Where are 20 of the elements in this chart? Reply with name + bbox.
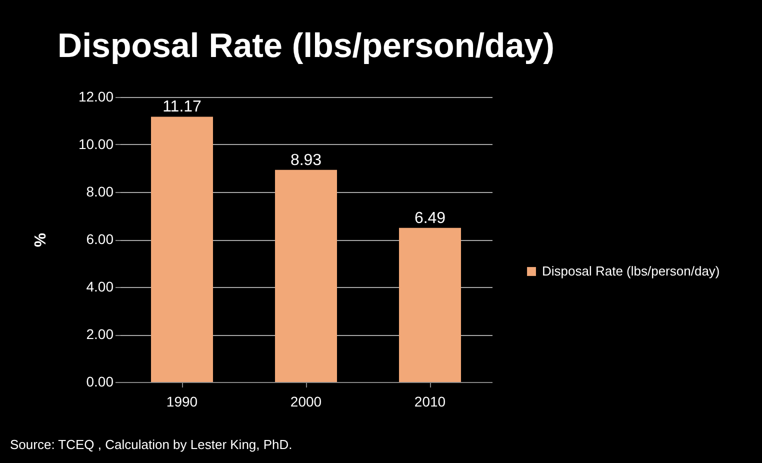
x-tick-label: 2000 bbox=[290, 394, 322, 410]
bar bbox=[399, 228, 461, 382]
y-axis-title: % bbox=[32, 232, 50, 248]
chart-title: Disposal Rate (lbs/person/day) bbox=[58, 27, 554, 65]
data-label: 11.17 bbox=[162, 98, 202, 116]
y-tick-label: 8.00 bbox=[86, 184, 114, 200]
bar bbox=[151, 116, 213, 382]
y-tick-label: 12.00 bbox=[78, 88, 114, 104]
y-tick-label: 2.00 bbox=[86, 326, 114, 342]
source-note: Source: TCEQ , Calculation by Lester King, PhD. bbox=[10, 437, 292, 452]
bar bbox=[275, 170, 337, 382]
x-tick-label: 2010 bbox=[414, 394, 446, 410]
legend-label: Disposal Rate (lbs/person/day) bbox=[542, 264, 720, 278]
x-tick-label: 1990 bbox=[166, 394, 198, 410]
y-tick-label: 10.00 bbox=[78, 136, 114, 152]
y-tick-label: 4.00 bbox=[86, 278, 114, 294]
y-tick-label: 0.00 bbox=[86, 374, 114, 390]
y-tick-label: 6.00 bbox=[86, 231, 114, 247]
data-label: 6.49 bbox=[414, 210, 446, 227]
data-label: 8.93 bbox=[290, 152, 322, 169]
